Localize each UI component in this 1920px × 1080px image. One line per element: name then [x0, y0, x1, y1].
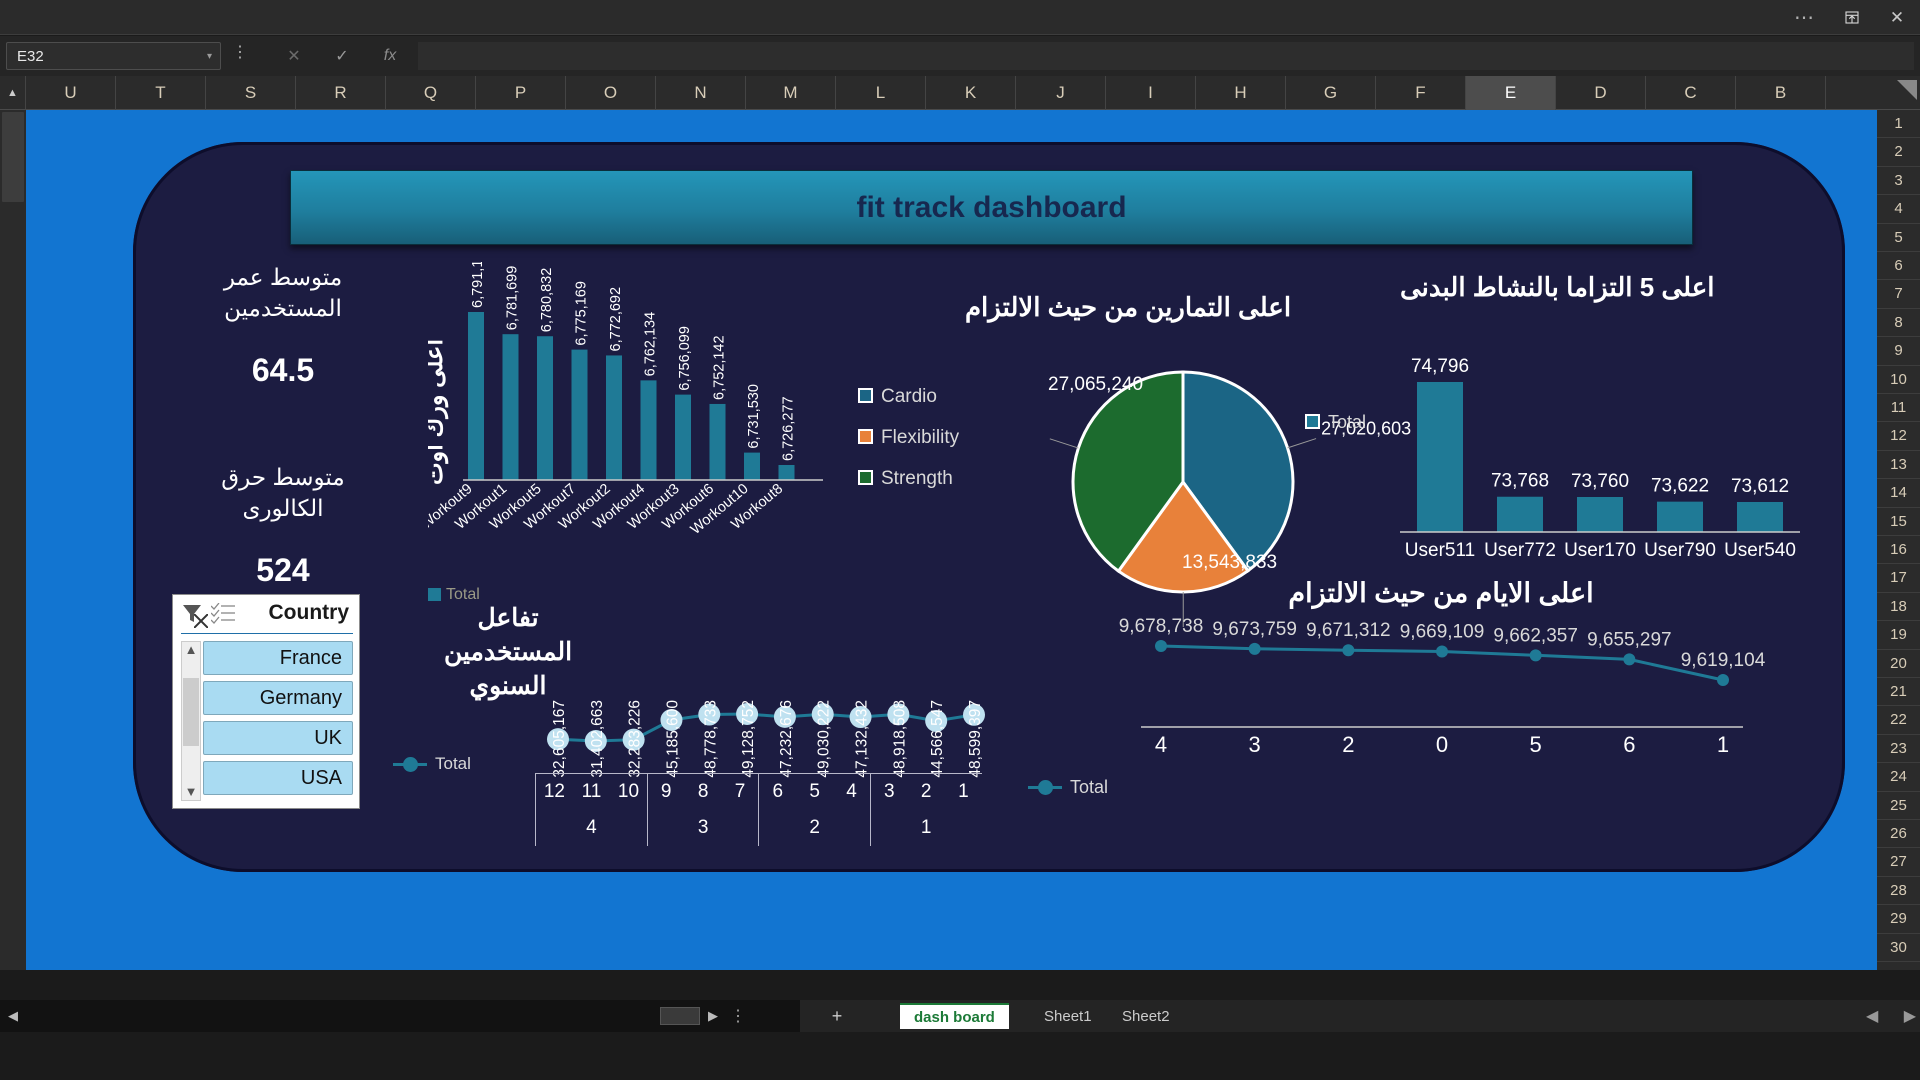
svg-text:47,232,676: 47,232,676	[778, 700, 795, 778]
svg-text:Total: Total	[446, 586, 480, 603]
svg-text:User170: User170	[1564, 540, 1636, 561]
svg-text:6,756,099: 6,756,099	[677, 326, 693, 391]
svg-text:9,662,357: 9,662,357	[1493, 625, 1578, 646]
svg-text:2: 2	[1342, 732, 1354, 757]
svg-text:31,402,663: 31,402,663	[589, 700, 606, 778]
svg-text:1: 1	[1717, 732, 1729, 757]
svg-text:6: 6	[1623, 732, 1635, 757]
svg-text:73,768: 73,768	[1491, 471, 1549, 492]
svg-text:6,791,102: 6,791,102	[470, 262, 486, 308]
svg-text:48,918,508: 48,918,508	[891, 700, 908, 778]
svg-text:6,780,832: 6,780,832	[539, 268, 555, 333]
svg-text:6,775,169: 6,775,169	[574, 281, 590, 346]
svg-text:73,612: 73,612	[1731, 476, 1789, 497]
svg-text:48,599,397: 48,599,397	[967, 700, 984, 778]
svg-text:49,030,222: 49,030,222	[816, 700, 833, 778]
svg-text:44,566,547: 44,566,547	[929, 700, 946, 778]
svg-text:6,772,692: 6,772,692	[608, 287, 624, 352]
svg-text:User772: User772	[1484, 540, 1556, 561]
svg-text:47,132,432: 47,132,432	[854, 700, 871, 778]
svg-text:32,283,226: 32,283,226	[627, 700, 644, 778]
svg-text:49,128,752: 49,128,752	[740, 700, 757, 778]
svg-text:5: 5	[1530, 732, 1542, 757]
svg-text:48,778,733: 48,778,733	[702, 700, 719, 778]
svg-text:4: 4	[1155, 732, 1167, 757]
svg-text:6,731,530: 6,731,530	[746, 384, 762, 449]
svg-text:9,669,109: 9,669,109	[1400, 621, 1485, 642]
svg-text:6,762,134: 6,762,134	[643, 312, 659, 377]
svg-text:9,673,759: 9,673,759	[1212, 619, 1297, 640]
svg-text:9,671,312: 9,671,312	[1306, 620, 1391, 641]
svg-text:32,605,167: 32,605,167	[551, 700, 568, 778]
svg-text:73,760: 73,760	[1571, 471, 1629, 492]
svg-text:9,619,104: 9,619,104	[1681, 650, 1766, 671]
svg-text:6,726,277: 6,726,277	[781, 396, 797, 461]
svg-text:User511: User511	[1405, 540, 1475, 561]
svg-text:اعلى ورك اوت: اعلى ورك اوت	[428, 339, 449, 485]
svg-text:User540: User540	[1724, 540, 1796, 561]
svg-text:6,752,142: 6,752,142	[712, 335, 728, 400]
svg-text:9,678,738: 9,678,738	[1119, 616, 1204, 637]
svg-text:3: 3	[1249, 732, 1261, 757]
svg-text:74,796: 74,796	[1411, 356, 1469, 377]
svg-text:User790: User790	[1644, 540, 1716, 561]
svg-text:0: 0	[1436, 732, 1448, 757]
svg-text:45,185,600: 45,185,600	[664, 700, 681, 778]
svg-text:9,655,297: 9,655,297	[1587, 629, 1672, 650]
svg-text:73,622: 73,622	[1651, 476, 1709, 497]
svg-text:6,781,699: 6,781,699	[505, 266, 521, 331]
